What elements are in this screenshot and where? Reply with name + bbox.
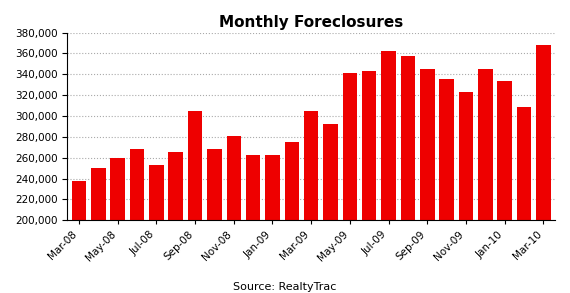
Bar bbox=[207, 149, 222, 293]
Bar bbox=[439, 79, 454, 293]
Bar bbox=[381, 51, 396, 293]
Bar bbox=[246, 155, 260, 293]
Title: Monthly Foreclosures: Monthly Foreclosures bbox=[219, 15, 404, 30]
Bar bbox=[72, 181, 86, 293]
Bar bbox=[420, 69, 434, 293]
Text: Source: RealtyTrac: Source: RealtyTrac bbox=[233, 282, 337, 292]
Bar bbox=[362, 71, 376, 293]
Bar bbox=[265, 155, 280, 293]
Bar bbox=[284, 142, 299, 293]
Bar bbox=[149, 165, 164, 293]
Bar bbox=[111, 158, 125, 293]
Bar bbox=[226, 136, 241, 293]
Bar bbox=[169, 152, 183, 293]
Bar bbox=[401, 55, 415, 293]
Bar bbox=[91, 168, 105, 293]
Bar bbox=[536, 45, 551, 293]
Bar bbox=[323, 124, 338, 293]
Bar bbox=[304, 111, 319, 293]
Bar bbox=[130, 149, 144, 293]
Bar bbox=[478, 69, 492, 293]
Bar bbox=[459, 92, 473, 293]
Bar bbox=[517, 107, 531, 293]
Bar bbox=[498, 81, 512, 293]
Bar bbox=[343, 73, 357, 293]
Bar bbox=[188, 111, 202, 293]
